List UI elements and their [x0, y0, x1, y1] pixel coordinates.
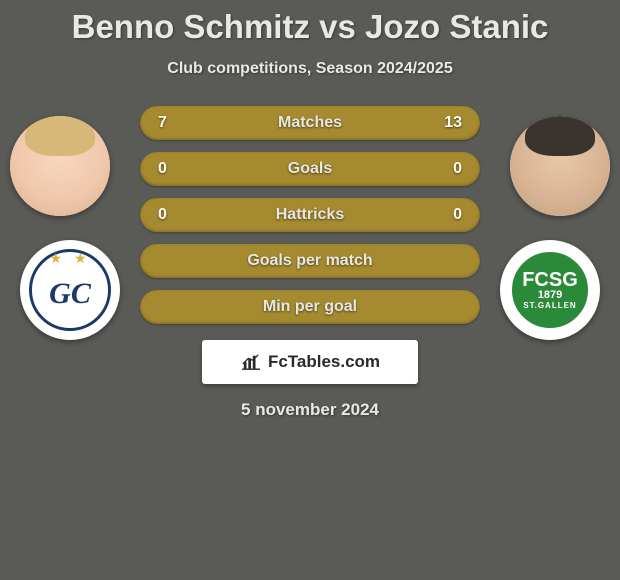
- barchart-icon: [240, 353, 262, 371]
- club-logo-icon: ★ ★ GC: [29, 249, 111, 331]
- page-title: Benno Schmitz vs Jozo Stanic: [0, 0, 620, 46]
- club-code: GC: [49, 277, 91, 311]
- stat-value-left: 0: [158, 206, 178, 224]
- stat-bar: Min per goal: [140, 290, 480, 324]
- stat-value-right: 0: [442, 160, 462, 178]
- face-placeholder-icon: [10, 116, 110, 216]
- club-code: FCSG: [522, 271, 578, 289]
- stat-bar: 0Goals0: [140, 152, 480, 186]
- stat-bar: Goals per match: [140, 244, 480, 278]
- stat-label: Goals: [140, 160, 480, 178]
- stat-label: Hattricks: [140, 206, 480, 224]
- stat-value-left: 0: [158, 160, 178, 178]
- brand-label: FcTables.com: [268, 352, 380, 372]
- page-subtitle: Club competitions, Season 2024/2025: [0, 60, 620, 78]
- stat-value-right: 0: [442, 206, 462, 224]
- stat-label: Min per goal: [140, 298, 480, 316]
- stat-value-left: 7: [158, 114, 178, 132]
- brand-box: FcTables.com: [202, 340, 418, 384]
- player2-avatar: [510, 116, 610, 216]
- stat-value-right: 13: [442, 114, 462, 132]
- stat-bar: 7Matches13: [140, 106, 480, 140]
- comparison-panel: ★ ★ GC FCSG 1879 ST.GALLEN 7Matches130Go…: [0, 106, 620, 420]
- date-label: 5 november 2024: [0, 400, 620, 420]
- stat-label: Matches: [140, 114, 480, 132]
- stat-bar: 0Hattricks0: [140, 198, 480, 232]
- club-year: 1879: [538, 289, 562, 301]
- player1-club-badge: ★ ★ GC: [20, 240, 120, 340]
- player2-club-badge: FCSG 1879 ST.GALLEN: [500, 240, 600, 340]
- face-placeholder-icon: [510, 116, 610, 216]
- stat-bars: 7Matches130Goals00Hattricks0Goals per ma…: [140, 106, 480, 324]
- player1-avatar: [10, 116, 110, 216]
- club-city: ST.GALLEN: [523, 301, 576, 310]
- stat-label: Goals per match: [140, 252, 480, 270]
- club-stars: ★ ★: [50, 250, 91, 267]
- club-logo-icon: FCSG 1879 ST.GALLEN: [509, 249, 591, 331]
